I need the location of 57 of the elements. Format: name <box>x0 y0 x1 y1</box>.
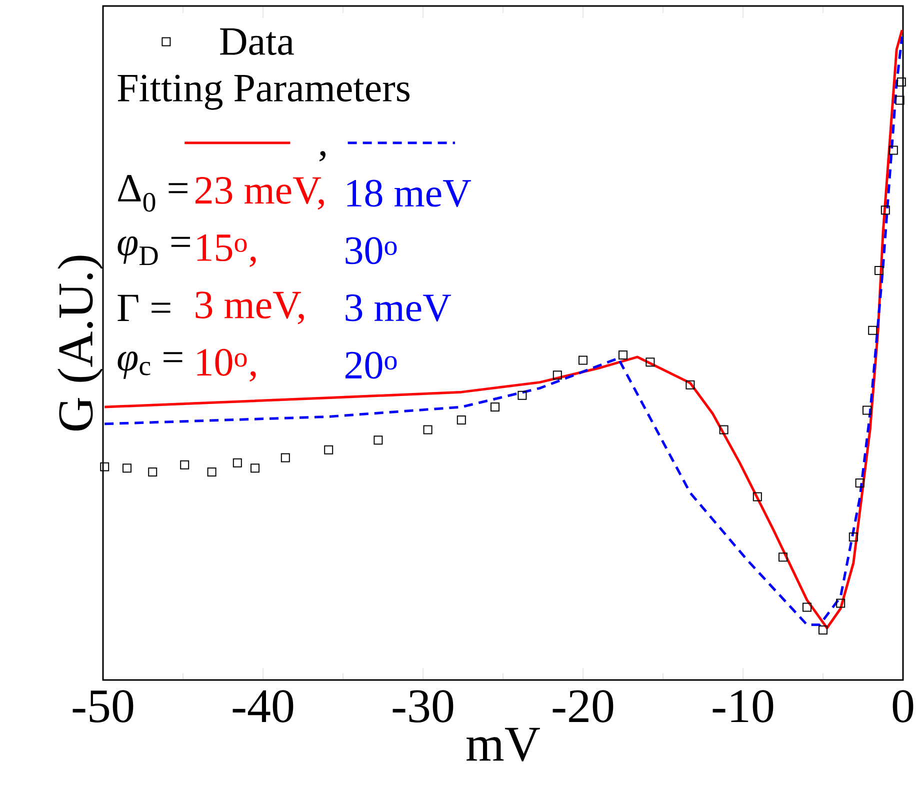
annotation: 23 meV, <box>196 177 324 210</box>
point <box>552 370 562 380</box>
point <box>578 356 588 365</box>
x-tick-label: -50 <box>72 690 134 722</box>
y-axis-title: G (A.U.) <box>58 256 103 431</box>
point <box>868 326 878 335</box>
annotation: 18 meV <box>347 180 472 207</box>
legend-label: Data <box>220 28 294 56</box>
point <box>207 468 216 477</box>
x-tick-label: 0 <box>892 690 914 722</box>
point <box>880 206 890 215</box>
point <box>374 436 383 445</box>
point <box>862 406 872 415</box>
point <box>855 478 864 488</box>
point <box>100 462 110 472</box>
annotation: , <box>320 151 326 162</box>
annotation: φ$_{c}$ = <box>118 352 182 379</box>
point <box>518 390 527 400</box>
point <box>686 380 695 390</box>
annotation: Δ$_{0}$ = <box>118 175 188 212</box>
annotation: 3 meV <box>346 294 452 322</box>
point <box>895 96 904 105</box>
point <box>122 464 132 473</box>
point <box>423 425 432 434</box>
point <box>888 146 898 155</box>
annotation: 20$^{o}$ <box>346 352 397 379</box>
point <box>646 358 655 367</box>
annotation: φ$_{D}$ = <box>118 236 190 265</box>
point <box>324 445 334 454</box>
point <box>490 402 500 412</box>
point <box>818 625 828 634</box>
annotation: 3 meV, <box>196 292 304 324</box>
annotation: Γ = <box>118 294 170 322</box>
x-tick-label: -20 <box>552 690 614 722</box>
point <box>752 492 762 502</box>
point <box>802 602 812 612</box>
annotation: 15$^{o}$, <box>197 234 256 267</box>
annotation: 30$^{o}$ <box>346 237 397 264</box>
point <box>618 350 628 360</box>
x-tick-label: -30 <box>392 690 454 722</box>
point <box>280 453 290 462</box>
point <box>719 425 728 434</box>
point <box>180 460 190 470</box>
x-tick-label: -40 <box>232 690 294 722</box>
annotation: 10$^{o}$, <box>197 348 256 382</box>
point <box>874 266 884 276</box>
point <box>848 532 858 542</box>
point <box>836 598 846 608</box>
point <box>148 468 158 477</box>
point <box>250 464 260 473</box>
point <box>778 552 788 562</box>
x-tick-label: -10 <box>712 690 774 722</box>
point <box>456 416 466 425</box>
x-axis-title: mV <box>466 728 540 762</box>
point <box>232 458 242 468</box>
annotation: Fitting Parameters <box>118 74 410 110</box>
point <box>896 78 906 87</box>
